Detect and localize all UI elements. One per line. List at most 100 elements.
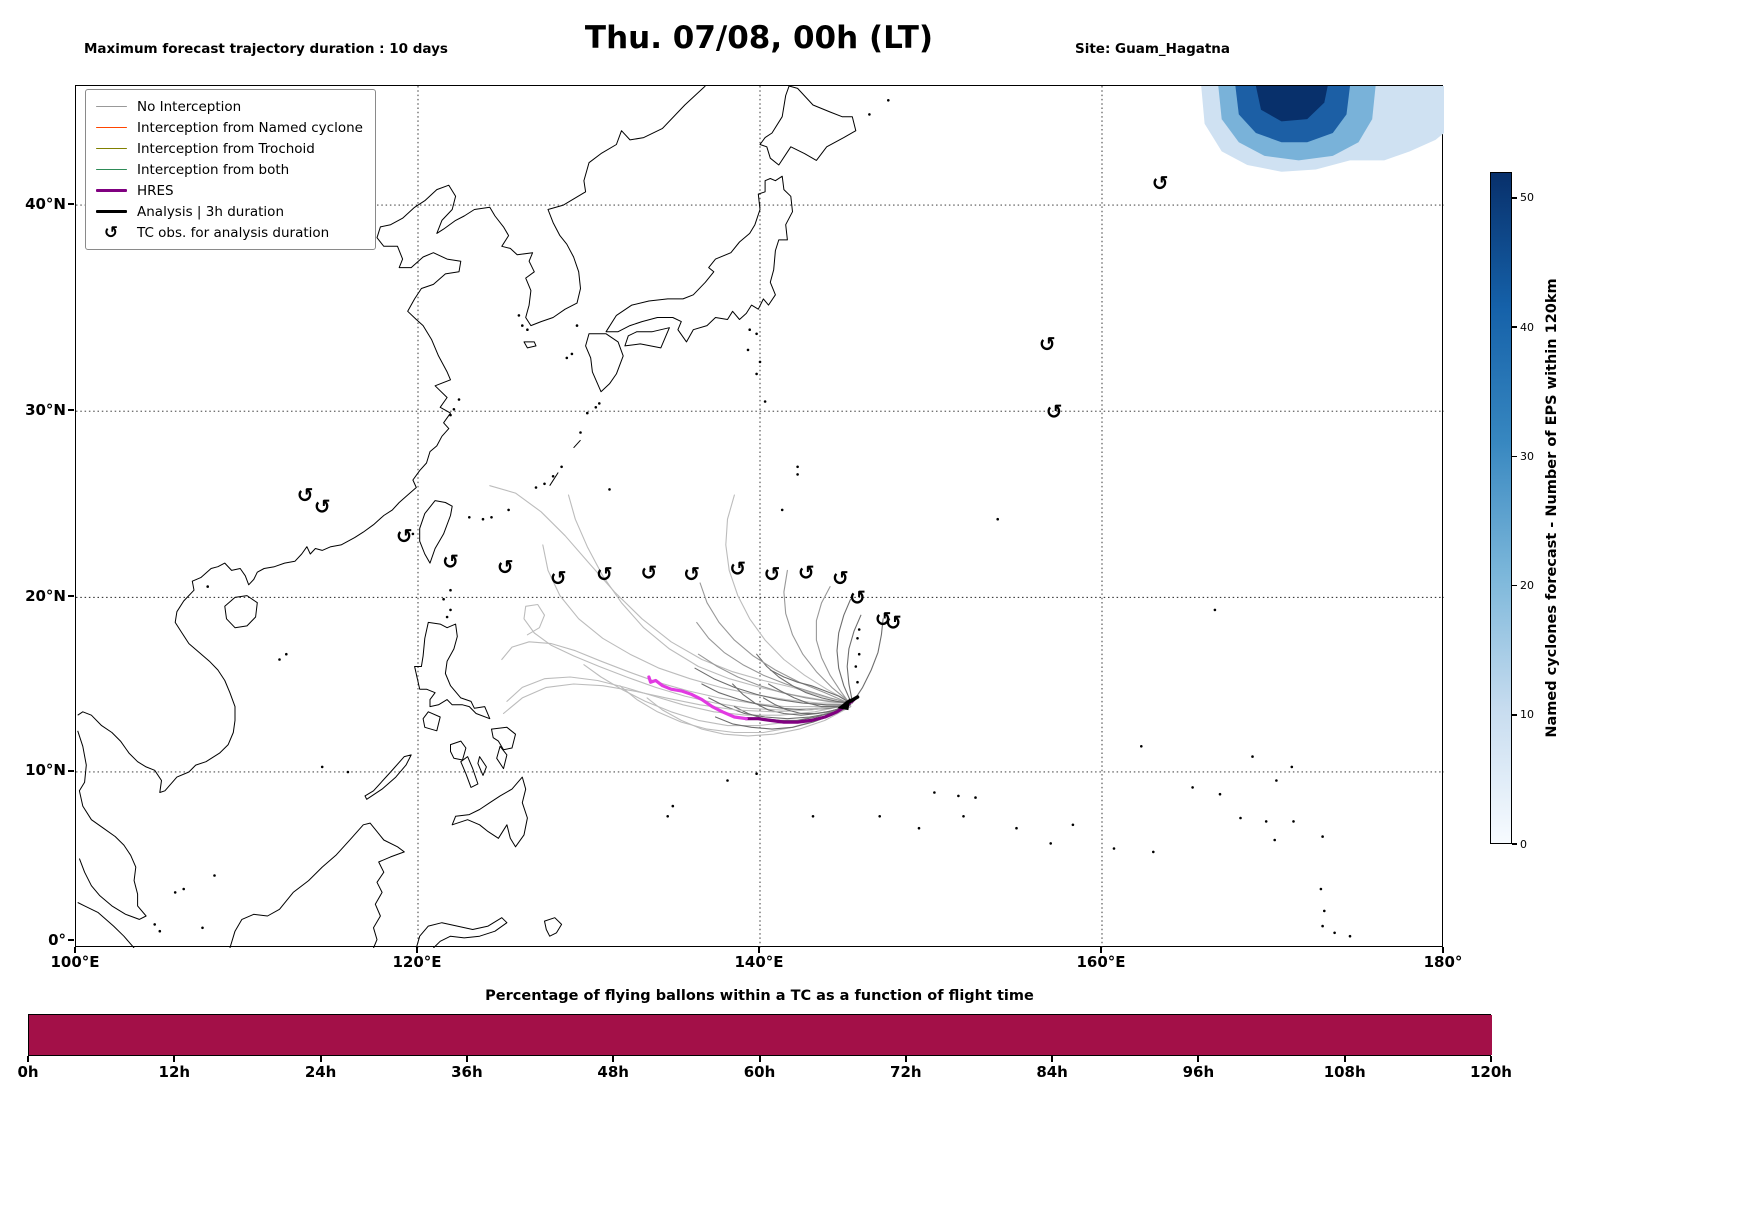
legend-label: HRES	[137, 182, 174, 199]
tc-obs-symbol: ↺	[297, 483, 314, 507]
y-axis-tick-mark	[68, 409, 74, 412]
x-axis-tick-label: 100°E	[50, 953, 100, 971]
legend-line-swatch	[94, 209, 128, 214]
colorbar-tick-mark	[1512, 843, 1517, 845]
colorbar-tick-label: 20	[1520, 579, 1534, 593]
tc-obs-symbol: ↺	[497, 555, 514, 579]
tc-obs-symbol: ↺	[764, 562, 781, 586]
legend-line-swatch	[94, 126, 128, 129]
tc-obs-symbol: ↺	[641, 560, 658, 584]
tc-obs-symbol: ↺	[832, 566, 849, 590]
colorbar-tick-label: 10	[1520, 708, 1534, 722]
coastlines	[77, 86, 857, 948]
balloon-bar	[29, 1015, 1492, 1055]
x-axis-tick-label: 140°E	[734, 953, 784, 971]
x-axis-tick-mark	[1100, 947, 1102, 953]
legend-line-swatch	[94, 147, 128, 150]
map-panel: ↺ ↺ ↺ ↺ ↺ ↺ ↺ ↺ ↺ ↺ ↺ ↺ ↺ ↺ ↺ ↺ ↺ ↺ ↺ No Interception Inter…	[75, 85, 1444, 948]
legend-label: Analysis | 3h duration	[137, 203, 284, 220]
cyclone-density-shading	[1201, 86, 1444, 172]
tc-obs-symbol: ↺	[683, 562, 700, 586]
colorbar	[1490, 172, 1512, 844]
flight-time-tick-mark	[1051, 1056, 1054, 1062]
tc-obs-symbol: ↺	[396, 524, 413, 548]
flight-time-tick-mark	[319, 1056, 322, 1062]
legend-item: No Interception	[94, 96, 363, 117]
y-axis-tick-mark	[68, 769, 74, 772]
legend-label: No Interception	[137, 98, 242, 115]
y-axis-tick-label: 10°N	[25, 761, 66, 780]
x-axis-tick-label: 160°E	[1076, 953, 1126, 971]
tc-obs-symbol: ↺	[1039, 332, 1056, 356]
flight-time-tick-label: 24h	[304, 1063, 337, 1081]
flight-time-tick-mark	[904, 1056, 907, 1062]
colorbar-tick-mark	[1512, 455, 1517, 458]
tc-obs-symbol: ↺	[550, 566, 567, 590]
flight-time-tick-mark	[465, 1056, 468, 1062]
flight-time-tick-mark	[27, 1056, 29, 1062]
tc-symbol-icon: ↺	[103, 222, 119, 243]
legend-item: Interception from Trochoid	[94, 138, 363, 159]
colorbar-tick-label: 0	[1520, 837, 1527, 851]
flight-time-tick-label: 108h	[1323, 1063, 1366, 1081]
colorbar-tick-mark	[1512, 326, 1517, 328]
legend-item: HRES	[94, 180, 363, 201]
balloon-bar-chart	[28, 1014, 1492, 1056]
flight-time-tick-mark	[612, 1056, 615, 1062]
y-axis-tick-label: 20°N	[25, 586, 66, 605]
page-title: Thu. 07/08, 00h (LT)	[584, 20, 934, 56]
x-axis-tick-mark	[758, 947, 760, 953]
map-legend: No Interception Interception from Named c…	[85, 89, 376, 250]
legend-label: Interception from Named cyclone	[137, 119, 363, 136]
legend-label: TC obs. for analysis duration	[137, 224, 330, 241]
colorbar-tick-label: 30	[1520, 449, 1534, 463]
tc-obs-symbol: ↺	[314, 494, 331, 518]
flight-time-tick-label: 48h	[597, 1063, 629, 1081]
flight-time-tick-label: 12h	[158, 1063, 191, 1081]
y-axis-tick-mark	[68, 939, 74, 942]
tc-obs-symbol: ↺	[1046, 399, 1063, 423]
x-axis-tick-mark	[1442, 947, 1444, 953]
analysis-track	[837, 695, 860, 711]
flight-time-tick-label: 0h	[17, 1063, 39, 1081]
x-axis-tick-label: 120°E	[392, 953, 442, 971]
flight-time-tick-mark	[1343, 1056, 1346, 1062]
flight-time-tick-label: 120h	[1470, 1063, 1512, 1081]
legend-item: Interception from Named cyclone	[94, 117, 363, 138]
flight-time-tick-label: 60h	[743, 1063, 776, 1081]
tc-obs-symbol: ↺	[875, 607, 892, 631]
legend-line-swatch	[94, 105, 128, 108]
colorbar-tick-mark	[1512, 197, 1517, 199]
colorbar-tick-mark	[1512, 584, 1517, 587]
legend-line-swatch	[94, 168, 128, 171]
tc-obs-symbol: ↺	[885, 611, 902, 635]
flight-time-tick-mark	[173, 1056, 176, 1062]
flight-time-tick-label: 84h	[1036, 1063, 1068, 1081]
colorbar-tick-label: 40	[1520, 320, 1534, 334]
legend-item: Interception from both	[94, 159, 363, 180]
tc-obs-symbol: ↺	[729, 557, 746, 581]
tc-obs-symbol: ↺	[798, 560, 815, 584]
colorbar-tick-mark	[1512, 714, 1517, 716]
y-axis-tick-label: 30°N	[25, 400, 66, 419]
ensemble-trajectories	[489, 485, 884, 737]
map-canvas: ↺↺↺↺ ↺↺↺ ↺ ↺ ↺ ↺ ↺ ↺ ↺ ↺ ↺↺↺↺	[76, 86, 1444, 948]
x-axis-tick-label: 180°	[1423, 953, 1463, 971]
flight-time-tick-mark	[758, 1056, 761, 1062]
flight-time-tick-label: 36h	[451, 1063, 483, 1081]
x-axis-tick-mark	[74, 947, 76, 953]
legend-item: ↺ TC obs. for analysis duration	[94, 222, 363, 243]
site-name: Site: Guam_Hagatna	[1075, 41, 1231, 57]
legend-label: Interception from both	[137, 161, 290, 178]
legend-line-swatch	[94, 188, 128, 193]
y-axis-tick-label: 40°N	[25, 194, 66, 213]
flight-time-tick-mark	[1197, 1056, 1200, 1062]
legend-label: Interception from Trochoid	[137, 140, 315, 157]
param-duration: Maximum forecast trajectory duration : 1…	[84, 41, 448, 57]
flight-time-tick-label: 96h	[1182, 1063, 1215, 1081]
legend-item: Analysis | 3h duration	[94, 201, 363, 222]
y-axis-tick-mark	[68, 203, 74, 206]
tc-observations: ↺↺↺↺ ↺↺↺ ↺ ↺ ↺ ↺ ↺ ↺ ↺ ↺ ↺↺↺↺	[297, 171, 1169, 635]
x-axis-tick-mark	[416, 947, 418, 953]
tc-obs-symbol: ↺	[1152, 171, 1169, 195]
